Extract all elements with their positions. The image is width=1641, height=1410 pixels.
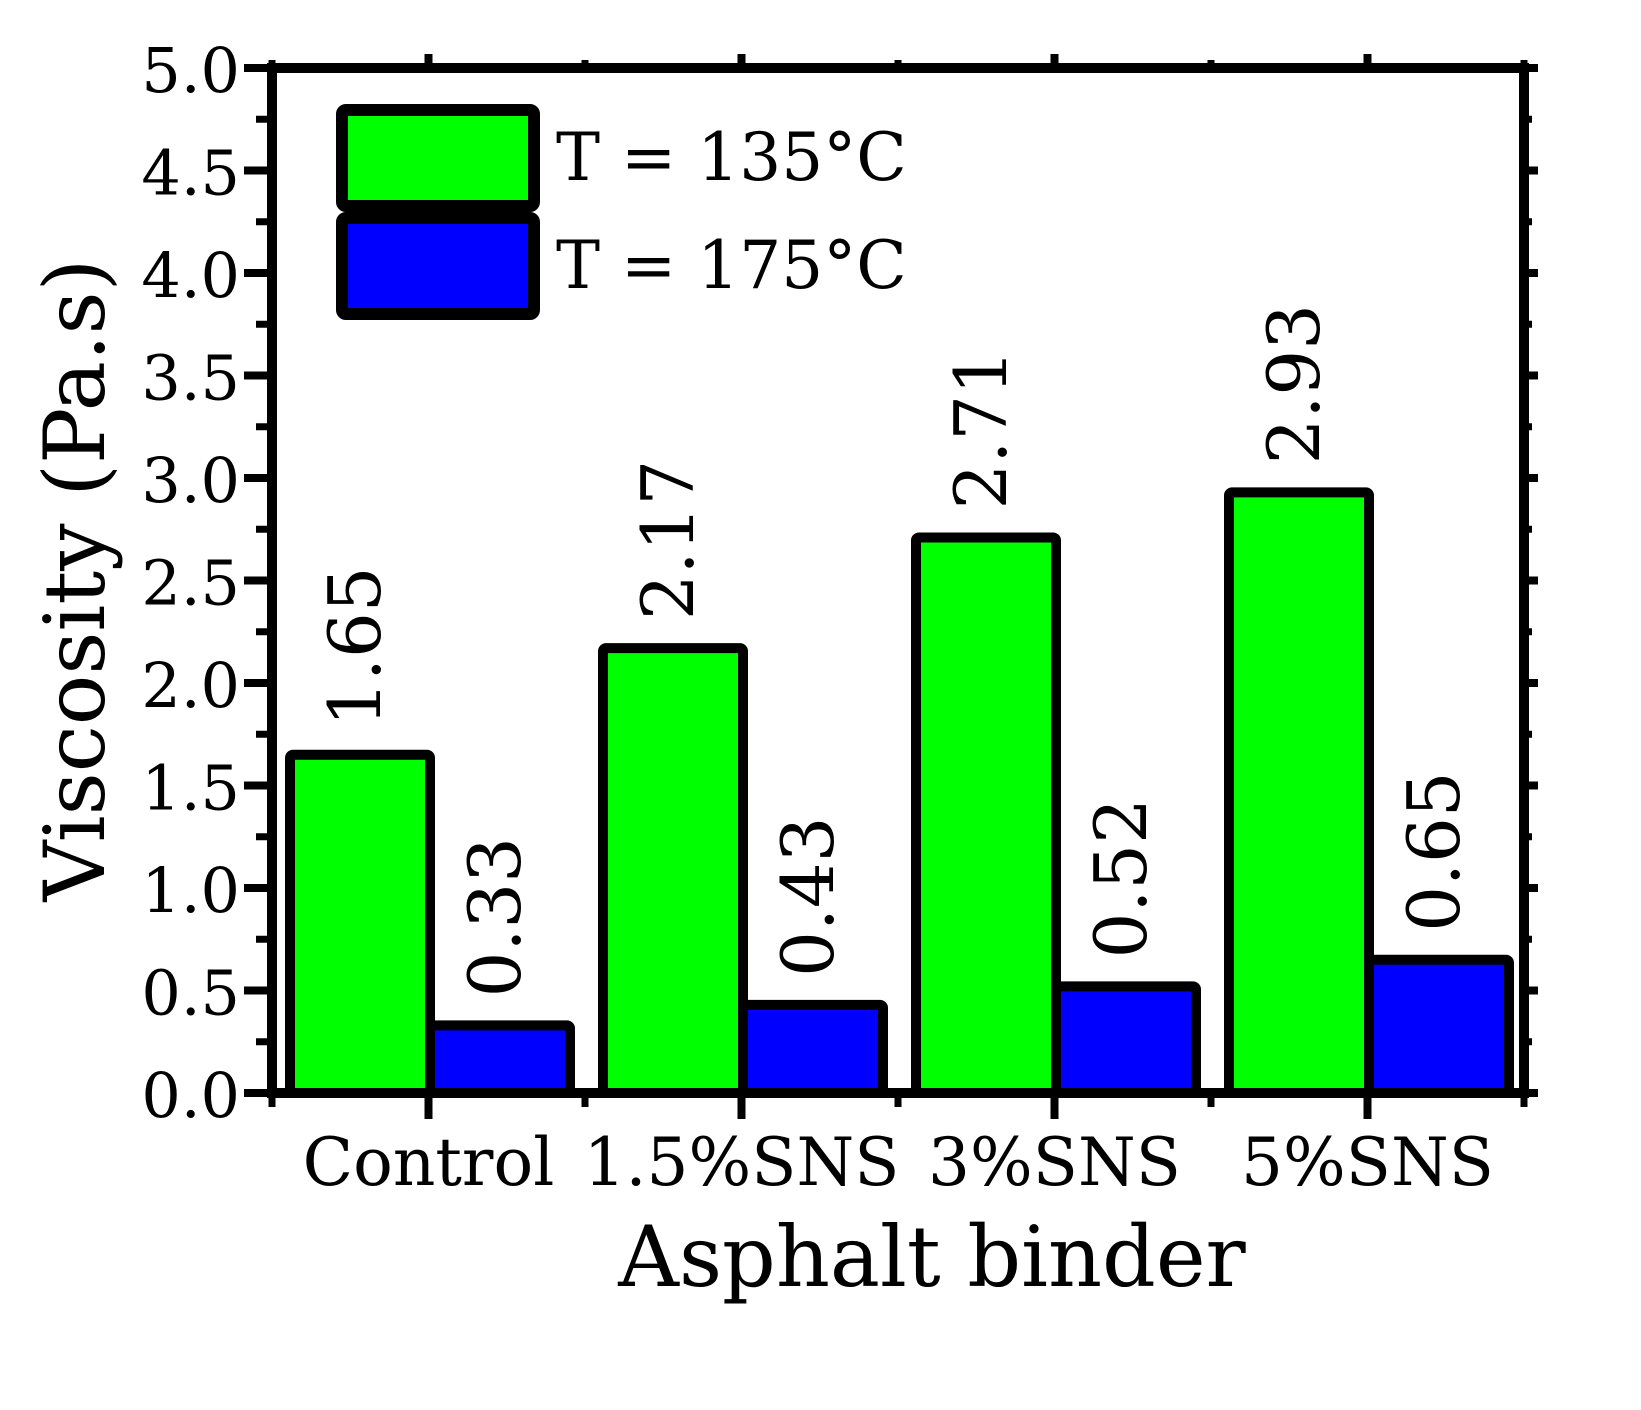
x-tick-label: 3%SNS <box>928 1124 1181 1201</box>
bars-layer <box>285 487 1514 1099</box>
bar-t-175-c-0 <box>425 1020 575 1098</box>
y-tick-label: 4.0 <box>141 239 240 312</box>
x-tick-label: 1.5%SNS <box>584 1124 900 1201</box>
y-tick-label: 3.5 <box>141 342 240 415</box>
y-tick-label: 5.0 <box>141 34 240 107</box>
legend-swatch-0 <box>336 104 540 212</box>
y-tick-label: 4.5 <box>141 137 240 210</box>
data-label: 0.52 <box>1079 798 1163 958</box>
y-tick-label: 2.0 <box>141 649 240 722</box>
data-label: 2.17 <box>626 460 710 620</box>
legend-label-0: T = 135°C <box>556 119 907 196</box>
data-label: 2.71 <box>939 349 1023 509</box>
legend-swatch-1 <box>336 212 540 320</box>
bar-t-135-c-2 <box>911 532 1061 1098</box>
axes-layer: 0.0 0.5 1.0 1.5 2.0 2.5 3.0 3.5 4.0 4.5 5.0 Control… <box>26 34 1538 1306</box>
legend: T = 135°C T = 175°C <box>336 104 907 320</box>
y-tick-label: 2.5 <box>141 547 240 620</box>
y-tick-label: 0.0 <box>141 1059 240 1132</box>
x-axis-title: Asphalt binder <box>617 1208 1246 1306</box>
bar-t-175-c-3 <box>1364 954 1514 1098</box>
y-tick-label: 3.0 <box>141 444 240 517</box>
bar-t-135-c-0 <box>285 749 435 1098</box>
data-label: 0.65 <box>1392 771 1476 931</box>
y-axis-title: Viscosity (Pa.s) <box>26 259 124 903</box>
data-label: 2.93 <box>1252 304 1336 464</box>
y-tick-label: 0.5 <box>141 957 240 1030</box>
x-tick-label: 5%SNS <box>1241 1124 1494 1201</box>
data-label: 0.33 <box>453 837 537 997</box>
bar-t-135-c-3 <box>1224 487 1374 1099</box>
bar-t-175-c-2 <box>1051 981 1201 1099</box>
bar-t-175-c-1 <box>738 999 888 1098</box>
data-label: 1.65 <box>313 566 397 726</box>
y-tick-label: 1.5 <box>141 752 240 825</box>
legend-label-1: T = 175°C <box>556 227 907 304</box>
data-labels-layer: 1.65 2.17 2.71 2.93 0.33 0.43 0.52 0.65 <box>313 304 1476 997</box>
y-tick-label: 1.0 <box>141 854 240 927</box>
data-label: 0.43 <box>766 817 850 977</box>
x-tick-label: Control <box>303 1124 555 1201</box>
bar-t-135-c-1 <box>598 643 748 1099</box>
